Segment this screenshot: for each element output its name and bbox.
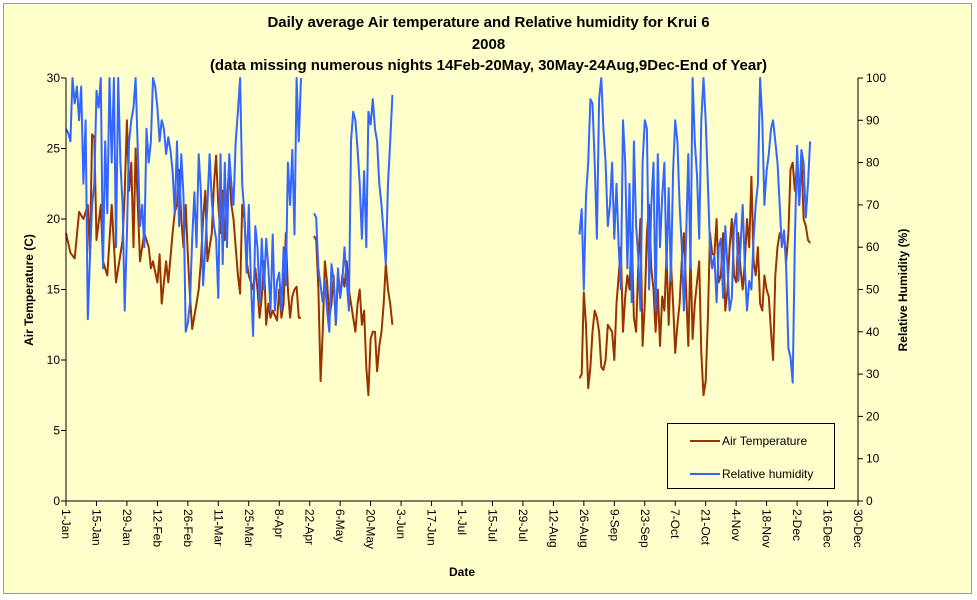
legend-label-air-temperature: Air Temperature bbox=[722, 434, 808, 448]
x-tick-label: 9-Sep bbox=[607, 509, 621, 541]
x-tick-label: 26-Aug bbox=[577, 509, 591, 548]
x-tick-label: 2-Dec bbox=[790, 509, 804, 541]
y2-tick-label: 90 bbox=[866, 113, 880, 127]
y2-tick-label: 20 bbox=[866, 409, 880, 423]
y2-axis-label: Relative Humidity (%) bbox=[896, 229, 910, 352]
chart-subtitle: (data missing numerous nights 14Feb-20Ma… bbox=[209, 57, 768, 74]
y2-tick-label: 50 bbox=[866, 283, 880, 297]
x-axis-label: Date bbox=[449, 565, 475, 579]
y-tick-label: 15 bbox=[47, 283, 61, 297]
y-tick-label: 20 bbox=[47, 212, 61, 226]
axis-layer: 0 5 10 15 20 25 30 0 10 20 30 40 50 60 70 80 90 100 1-Jan 1… bbox=[47, 71, 887, 549]
y2-tick-label: 60 bbox=[866, 240, 880, 254]
legend-item-air-temperature: Air Temperature bbox=[690, 433, 807, 449]
x-tick-label: 21-Oct bbox=[699, 509, 713, 546]
series-line-relative-humidity bbox=[65, 77, 302, 337]
y2-tick-label: 100 bbox=[866, 71, 886, 85]
x-tick-label: 23-Sep bbox=[638, 509, 652, 548]
y2-tick-label: 30 bbox=[866, 367, 880, 381]
x-tick-label: 11-Mar bbox=[211, 509, 225, 546]
x-tick-label: 6-May bbox=[333, 509, 347, 542]
x-tick-label: 29-Jul bbox=[516, 509, 530, 542]
y-tick-label: 25 bbox=[47, 142, 61, 156]
x-tick-label: 26-Feb bbox=[181, 509, 195, 547]
x-tick-label: 17-Jun bbox=[425, 509, 439, 546]
y2-tick-label: 40 bbox=[866, 325, 880, 339]
y-tick-label: 5 bbox=[53, 424, 60, 438]
legend-item-relative-humidity: Relative humidity bbox=[690, 466, 813, 482]
x-tick-label: 8-Apr bbox=[272, 509, 286, 538]
series-line-relative-humidity bbox=[313, 94, 394, 333]
x-tick-label: 15-Jul bbox=[485, 509, 499, 542]
x-tick-label: 7-Oct bbox=[668, 509, 682, 539]
y2-tick-label: 0 bbox=[866, 494, 873, 508]
series-line-air-temperature bbox=[313, 235, 394, 397]
y-tick-label: 0 bbox=[53, 494, 60, 508]
y-axis-label: Air Temperature (C) bbox=[22, 234, 36, 346]
x-tick-label: 3-Jun bbox=[394, 509, 408, 539]
series-line-air-temperature bbox=[578, 154, 811, 397]
x-tick-label: 29-Jan bbox=[120, 509, 134, 546]
x-tick-label: 12-Feb bbox=[150, 509, 164, 547]
chart-title: Daily average Air temperature and Relati… bbox=[267, 14, 710, 31]
y-tick-label: 30 bbox=[47, 71, 61, 85]
legend-swatch-relative-humidity bbox=[690, 473, 720, 475]
y2-tick-label: 80 bbox=[866, 156, 880, 170]
x-tick-label: 25-Mar bbox=[242, 509, 256, 547]
plot-layer bbox=[65, 77, 812, 397]
x-tick-label: 30-Dec bbox=[851, 509, 865, 548]
x-tick-label: 16-Dec bbox=[821, 509, 835, 548]
y-tick-label: 10 bbox=[47, 353, 61, 367]
x-tick-label: 15-Jan bbox=[89, 509, 103, 546]
legend-label-relative-humidity: Relative humidity bbox=[722, 467, 814, 481]
x-tick-label: 1-Jul bbox=[455, 509, 469, 535]
x-tick-label: 4-Nov bbox=[729, 509, 743, 541]
legend-swatch-air-temperature bbox=[690, 440, 720, 442]
series-line-air-temperature bbox=[65, 119, 301, 330]
chart-legend: Air Temperature Relative humidity bbox=[667, 423, 835, 489]
x-tick-label: 12-Aug bbox=[546, 509, 560, 548]
chart-title-year: 2008 bbox=[471, 36, 506, 53]
chart-svg: 0 5 10 15 20 25 30 0 10 20 30 40 50 60 70 80 90 100 1-Jan 1… bbox=[22, 71, 910, 579]
x-tick-label: 20-May bbox=[364, 509, 378, 549]
series-line-relative-humidity bbox=[578, 77, 812, 384]
x-tick-label: 22-Apr bbox=[303, 509, 317, 545]
x-tick-label: 18-Nov bbox=[760, 509, 774, 548]
x-tick-label: 1-Jan bbox=[59, 509, 73, 539]
y2-tick-label: 70 bbox=[866, 198, 880, 212]
chart-frame: Daily average Air temperature and Relati… bbox=[3, 3, 972, 594]
y2-tick-label: 10 bbox=[866, 452, 880, 466]
